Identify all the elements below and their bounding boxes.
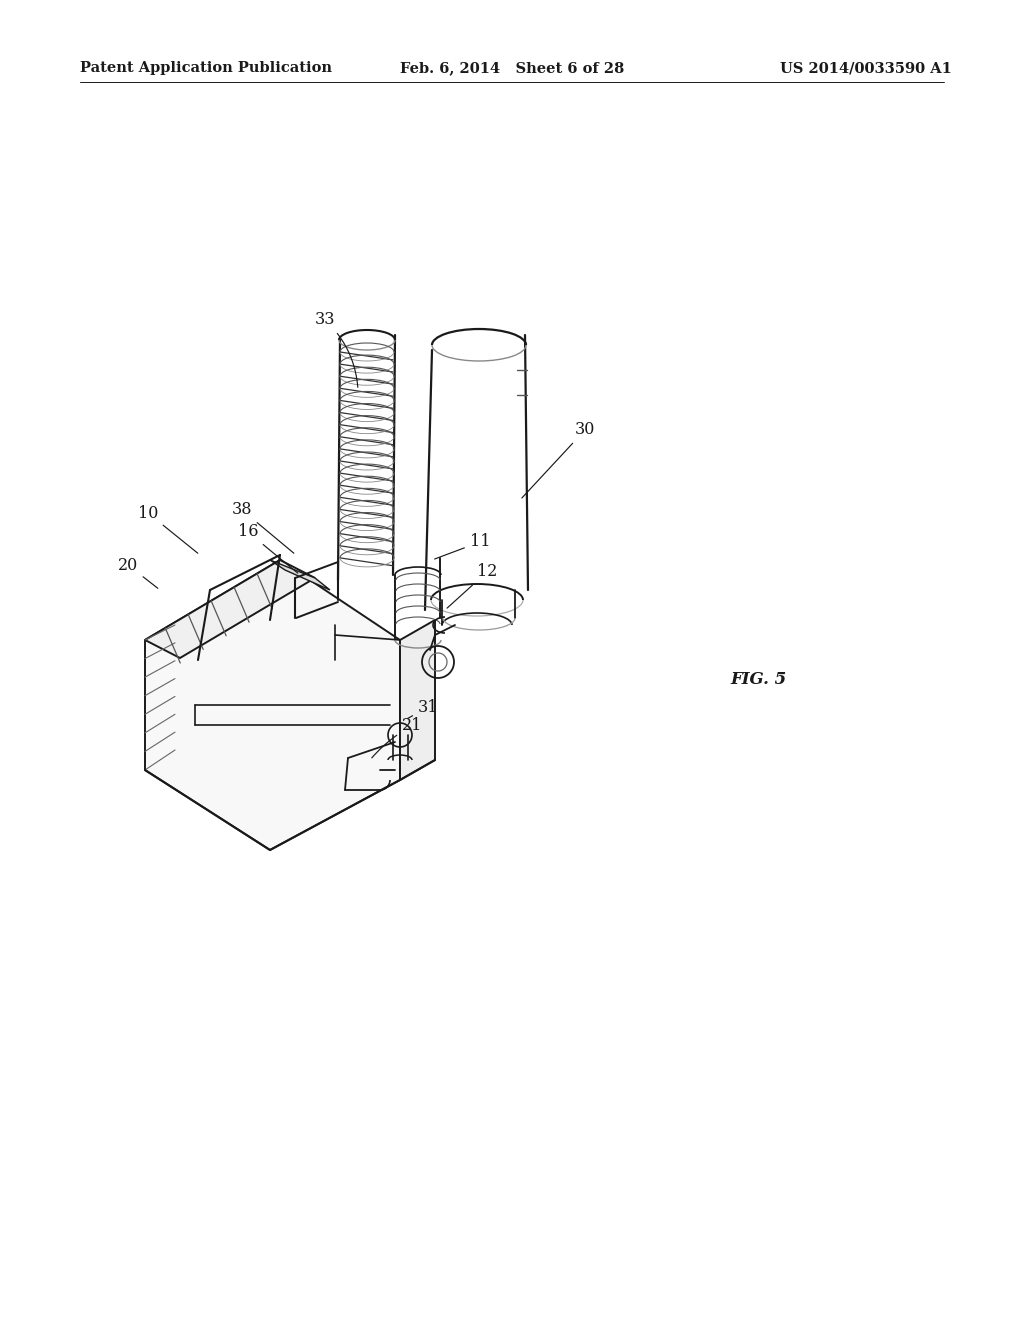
Polygon shape <box>270 560 330 590</box>
Text: 12: 12 <box>447 564 498 609</box>
Polygon shape <box>145 560 315 657</box>
Text: 31: 31 <box>408 698 438 718</box>
Polygon shape <box>145 560 400 850</box>
Text: FIG. 5: FIG. 5 <box>730 672 786 689</box>
Text: 33: 33 <box>314 312 357 387</box>
Text: US 2014/0033590 A1: US 2014/0033590 A1 <box>780 61 952 75</box>
Text: 10: 10 <box>138 504 198 553</box>
Text: 21: 21 <box>372 718 422 758</box>
Text: 38: 38 <box>231 502 294 553</box>
Polygon shape <box>400 620 435 780</box>
Text: 11: 11 <box>434 533 490 560</box>
Text: Feb. 6, 2014   Sheet 6 of 28: Feb. 6, 2014 Sheet 6 of 28 <box>400 61 624 75</box>
Text: 20: 20 <box>118 557 158 589</box>
Text: Patent Application Publication: Patent Application Publication <box>80 61 332 75</box>
Text: 30: 30 <box>522 421 595 498</box>
Text: 16: 16 <box>238 524 298 573</box>
